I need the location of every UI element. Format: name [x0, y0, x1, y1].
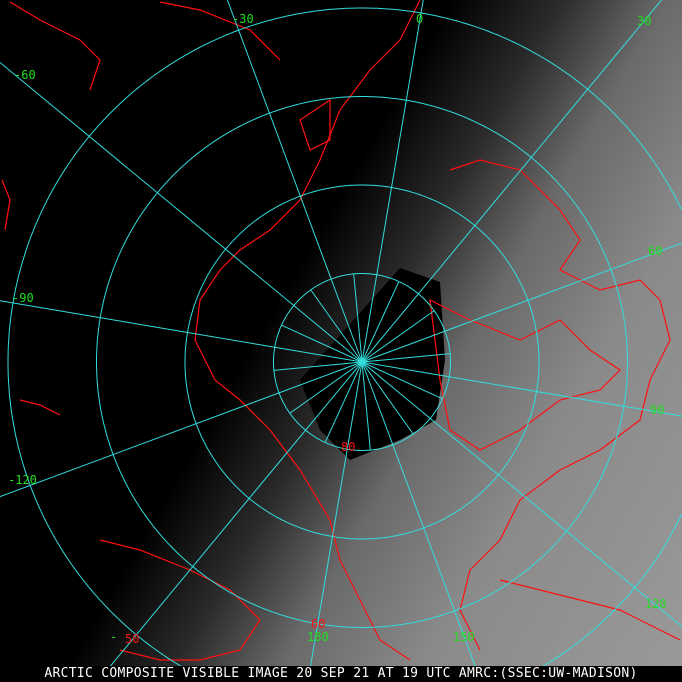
- longitude-label: 30: [637, 14, 651, 28]
- image-caption: ARCTIC COMPOSITE VISIBLE IMAGE 20 SEP 21…: [0, 666, 682, 682]
- coastline: [499, 579, 681, 641]
- coastline: [449, 159, 671, 651]
- meridian--60: [0, 62, 363, 363]
- longitude-label: 60: [648, 244, 662, 258]
- meridian-inner-45: [361, 310, 435, 363]
- coastline: [194, 0, 421, 661]
- longitude-label: -30: [232, 12, 254, 26]
- meridian-inner-135: [361, 361, 414, 435]
- meridian--150: [96, 361, 363, 682]
- meridian-30: [361, 0, 662, 363]
- latitude-label: 60: [311, 617, 325, 631]
- longitude-label: -120: [8, 473, 37, 487]
- meridian-0: [361, 0, 424, 363]
- coastline: [19, 399, 61, 416]
- latitude-circle-60: [96, 96, 628, 628]
- meridian--120: [0, 361, 363, 498]
- coastline: [429, 298, 621, 451]
- latitude-circle-80: [273, 273, 451, 451]
- coastline: [9, 1, 101, 91]
- meridian-inner--15: [353, 273, 363, 363]
- longitude-label: -60: [14, 68, 36, 82]
- longitude-label: 90: [650, 403, 664, 417]
- meridian-inner--75: [281, 324, 363, 363]
- meridian-inner-75: [361, 353, 451, 363]
- coastline: [159, 1, 281, 61]
- meridian-90: [361, 361, 682, 417]
- coastline: [99, 539, 261, 661]
- meridian--30: [226, 0, 363, 363]
- meridian-inner--45: [310, 289, 363, 363]
- longitude-label: 150: [453, 630, 475, 644]
- latitude-circle-70: [184, 184, 540, 540]
- longitude-label: 0: [416, 12, 423, 26]
- meridian-inner--165: [324, 361, 363, 443]
- longitude-label: -90: [12, 291, 34, 305]
- longitude-label: -: [110, 630, 117, 644]
- coastline: [299, 98, 331, 151]
- latitude-circle-50: [7, 7, 682, 682]
- meridian-inner-165: [361, 361, 371, 451]
- meridian-inner--135: [289, 361, 363, 414]
- longitude-label: 180: [307, 630, 329, 644]
- meridian--90: [0, 300, 363, 363]
- coastline: [1, 179, 11, 231]
- longitude-label: 120: [645, 597, 667, 611]
- latitude-label: 80: [341, 440, 355, 454]
- meridian-120: [361, 361, 682, 628]
- latitude-label: 50: [125, 632, 139, 646]
- meridian-inner-15: [361, 281, 400, 363]
- meridian-inner-105: [361, 361, 443, 400]
- meridian-150: [361, 361, 482, 682]
- meridian-inner--105: [273, 361, 363, 371]
- meridian--180: [307, 361, 363, 682]
- meridian-60: [361, 242, 682, 363]
